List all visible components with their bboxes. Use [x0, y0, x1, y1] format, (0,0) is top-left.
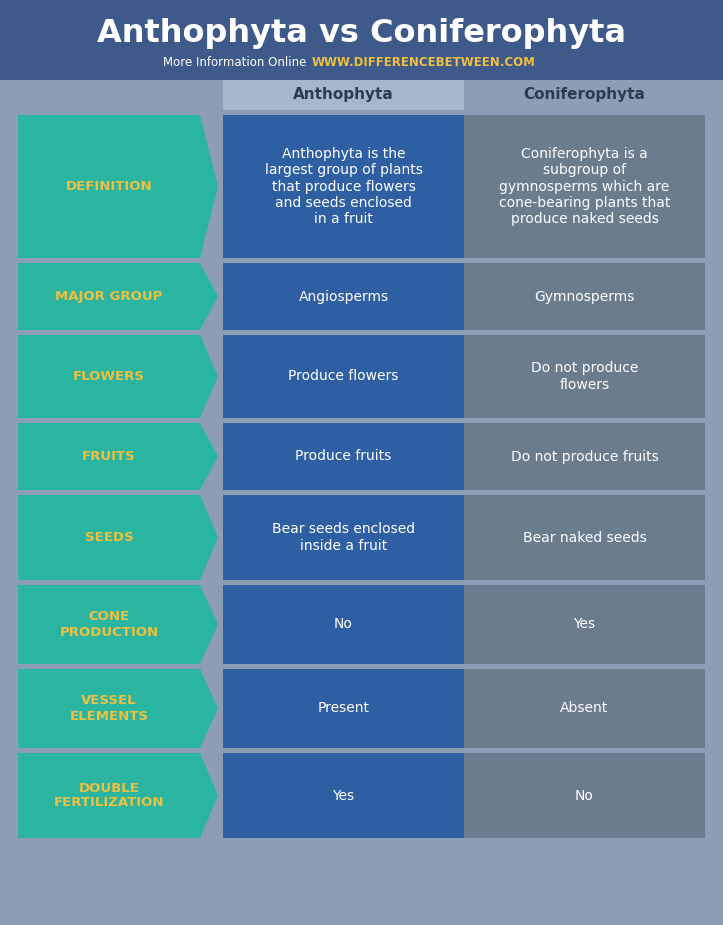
Text: Do not produce fruits: Do not produce fruits [510, 450, 659, 463]
Text: CONE
PRODUCTION: CONE PRODUCTION [59, 610, 158, 638]
Bar [464, 80, 705, 110]
Text: Bear naked seeds: Bear naked seeds [523, 531, 646, 545]
Text: Gymnosperms: Gymnosperms [534, 290, 635, 303]
Text: More Information Online: More Information Online [163, 56, 307, 68]
Text: WWW.DIFFERENCEBETWEEN.COM: WWW.DIFFERENCEBETWEEN.COM [312, 56, 535, 68]
Bar [223, 263, 464, 330]
Polygon shape [18, 753, 218, 838]
Text: Produce fruits: Produce fruits [296, 450, 392, 463]
Bar [464, 753, 705, 838]
Polygon shape [18, 585, 218, 664]
Bar [464, 585, 705, 664]
Bar [223, 495, 464, 580]
Text: MAJOR GROUP: MAJOR GROUP [56, 290, 163, 303]
Text: Yes: Yes [573, 618, 596, 632]
Text: No: No [575, 788, 594, 803]
Text: Present: Present [317, 701, 369, 716]
Bar [223, 585, 464, 664]
Bar [223, 80, 464, 110]
Bar [464, 423, 705, 490]
Text: Absent: Absent [560, 701, 609, 716]
Bar [464, 669, 705, 748]
Text: DEFINITION: DEFINITION [66, 180, 153, 193]
Polygon shape [18, 495, 218, 580]
Text: Bear seeds enclosed
inside a fruit: Bear seeds enclosed inside a fruit [272, 523, 415, 552]
Bar [223, 335, 464, 418]
Text: Anthophyta: Anthophyta [293, 88, 394, 103]
Bar [223, 669, 464, 748]
Polygon shape [18, 423, 218, 490]
Polygon shape [18, 669, 218, 748]
Text: Produce flowers: Produce flowers [288, 369, 398, 384]
Bar [0, 0, 723, 80]
Bar [464, 335, 705, 418]
Bar [464, 115, 705, 258]
Text: FRUITS: FRUITS [82, 450, 136, 463]
Bar [223, 423, 464, 490]
Text: Coniferophyta is a
subgroup of
gymnosperms which are
cone-bearing plants that
pr: Coniferophyta is a subgroup of gymnosper… [499, 147, 670, 226]
Text: Do not produce
flowers: Do not produce flowers [531, 362, 638, 391]
Text: SEEDS: SEEDS [85, 531, 133, 544]
Text: Angiosperms: Angiosperms [299, 290, 388, 303]
Bar [464, 495, 705, 580]
Polygon shape [18, 263, 218, 330]
Text: No: No [334, 618, 353, 632]
Bar [223, 753, 464, 838]
Bar [464, 263, 705, 330]
Polygon shape [18, 335, 218, 418]
Text: Anthophyta vs Coniferophyta: Anthophyta vs Coniferophyta [97, 18, 626, 49]
Text: FLOWERS: FLOWERS [73, 370, 145, 383]
Text: DOUBLE
FERTILIZATION: DOUBLE FERTILIZATION [54, 782, 164, 809]
Text: Yes: Yes [333, 788, 354, 803]
Text: VESSEL
ELEMENTS: VESSEL ELEMENTS [69, 695, 148, 722]
Text: Anthophyta is the
largest group of plants
that produce flowers
and seeds enclose: Anthophyta is the largest group of plant… [265, 147, 422, 226]
Polygon shape [18, 115, 218, 258]
Text: Coniferophyta: Coniferophyta [523, 88, 646, 103]
Bar [223, 115, 464, 258]
